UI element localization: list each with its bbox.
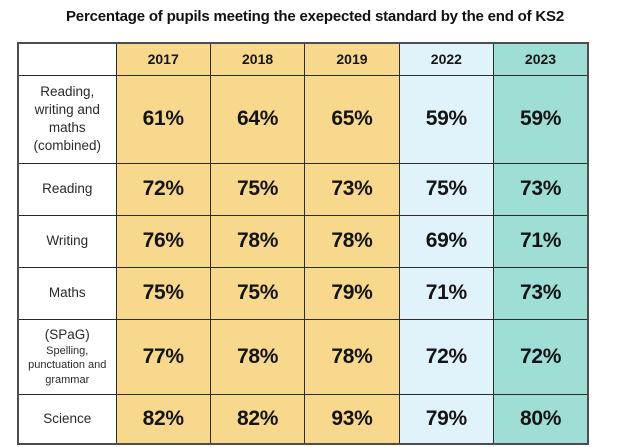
header-corner-cell: [17, 42, 117, 76]
cell-combined-2022: 59%: [398, 74, 495, 164]
cell-science-2023: 80%: [493, 393, 589, 445]
cell-combined-2017: 61%: [115, 74, 211, 164]
column-header-2017: 2017: [115, 42, 211, 76]
ks2-results-table: 2017 2018 2019 2022 2023 Reading, writin…: [17, 42, 589, 445]
column-header-2019: 2019: [304, 42, 400, 76]
cell-spag-2018: 78%: [209, 318, 306, 395]
spag-label-main: (SPaG): [44, 326, 90, 342]
cell-reading-2022: 75%: [398, 162, 495, 216]
cell-science-2022: 79%: [398, 393, 495, 445]
cell-spag-2023: 72%: [493, 318, 589, 395]
table-row-maths: Maths 75% 75% 79% 71% 73%: [17, 266, 589, 320]
table-row-spag: (SPaG) Spelling, punctuation and grammar…: [17, 318, 589, 395]
cell-combined-2018: 64%: [209, 74, 306, 164]
cell-combined-2019: 65%: [304, 74, 400, 164]
cell-writing-2017: 76%: [115, 214, 211, 268]
cell-writing-2022: 69%: [398, 214, 495, 268]
cell-reading-2018: 75%: [209, 162, 306, 216]
column-header-2018: 2018: [209, 42, 306, 76]
row-label-spag: (SPaG) Spelling, punctuation and grammar: [17, 318, 117, 395]
row-label-maths: Maths: [17, 266, 117, 320]
cell-reading-2017: 72%: [115, 162, 211, 216]
cell-writing-2023: 71%: [493, 214, 589, 268]
spag-label-sub: Spelling, punctuation and grammar: [28, 345, 107, 386]
cell-spag-2022: 72%: [398, 318, 495, 395]
cell-spag-2019: 78%: [304, 318, 400, 395]
column-header-2022: 2022: [398, 42, 495, 76]
table-header-row: 2017 2018 2019 2022 2023: [17, 42, 589, 76]
column-header-2023: 2023: [493, 42, 589, 76]
row-label-combined: Reading, writing and maths (combined): [17, 74, 117, 164]
cell-writing-2018: 78%: [209, 214, 306, 268]
row-label-science: Science: [17, 393, 117, 445]
row-label-writing: Writing: [17, 214, 117, 268]
table-row-reading: Reading 72% 75% 73% 75% 73%: [17, 162, 589, 216]
cell-writing-2019: 78%: [304, 214, 400, 268]
table-row-science: Science 82% 82% 93% 79% 80%: [17, 393, 589, 445]
chart-title: Percentage of pupils meeting the exepect…: [66, 8, 564, 25]
cell-science-2018: 82%: [209, 393, 306, 445]
cell-science-2019: 93%: [304, 393, 400, 445]
cell-spag-2017: 77%: [115, 318, 211, 395]
cell-maths-2023: 73%: [493, 266, 589, 320]
cell-maths-2022: 71%: [398, 266, 495, 320]
cell-reading-2019: 73%: [304, 162, 400, 216]
row-label-reading: Reading: [17, 162, 117, 216]
cell-maths-2019: 79%: [304, 266, 400, 320]
cell-reading-2023: 73%: [493, 162, 589, 216]
cell-science-2017: 82%: [115, 393, 211, 445]
table-row-combined: Reading, writing and maths (combined) 61…: [17, 74, 589, 164]
cell-combined-2023: 59%: [493, 74, 589, 164]
table-row-writing: Writing 76% 78% 78% 69% 71%: [17, 214, 589, 268]
cell-maths-2018: 75%: [209, 266, 306, 320]
cell-maths-2017: 75%: [115, 266, 211, 320]
